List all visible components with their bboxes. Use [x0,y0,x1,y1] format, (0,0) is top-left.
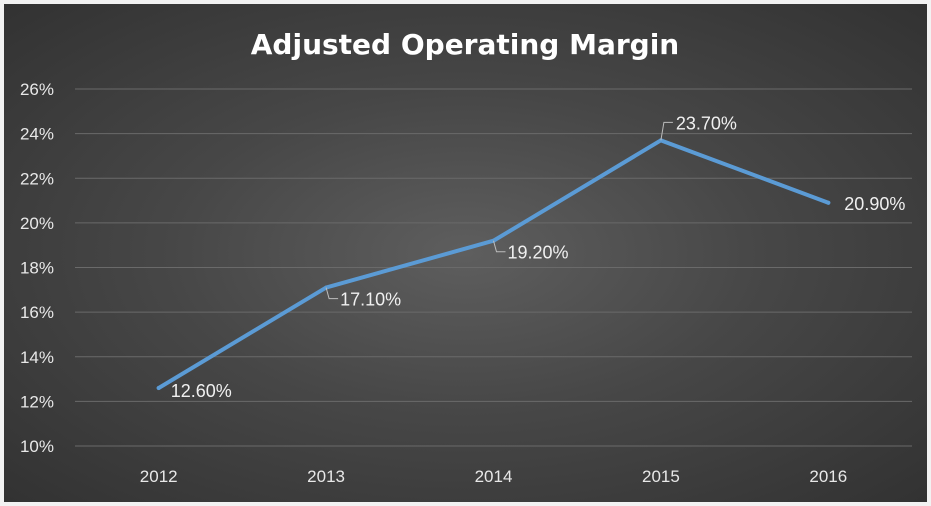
y-tick-label: 26% [20,80,54,99]
y-tick-label: 20% [20,214,54,233]
series-layer [156,138,831,390]
x-tick-label: 2013 [307,467,345,486]
series-line [156,138,831,390]
data-label-leader [325,287,339,300]
data-label: 17.10% [340,290,401,310]
y-axis-ticks: 10% 12% 14% 16% 18% 20% 22% 24% 26% [20,80,54,456]
x-tick-label: 2012 [140,467,178,486]
data-label: 20.90% [844,194,905,214]
data-label-leader [660,121,673,141]
chart-background [4,4,927,502]
y-tick-label: 14% [20,348,54,367]
y-tick-label: 22% [20,169,54,188]
y-tick-label: 10% [20,437,54,456]
y-tick-label: 18% [20,259,54,278]
data-point [156,385,161,390]
y-tick-label: 24% [20,125,54,144]
x-tick-label: 2015 [642,467,680,486]
data-label: 19.20% [508,243,569,263]
data-label: 12.60% [171,381,232,401]
data-label-leader [493,240,506,253]
data-label: 23.70% [676,113,737,133]
x-axis-ticks: 2012 2013 2014 2015 2016 [140,467,847,486]
data-labels: 12.60% 17.10% 19.20% 23.70% 20.90% [171,113,906,401]
x-tick-label: 2016 [809,467,847,486]
chart-title: Adjusted Operating Margin [251,28,679,61]
x-tick-label: 2014 [475,467,513,486]
y-tick-label: 16% [20,303,54,322]
y-tick-label: 12% [20,392,54,411]
data-point [826,200,831,205]
